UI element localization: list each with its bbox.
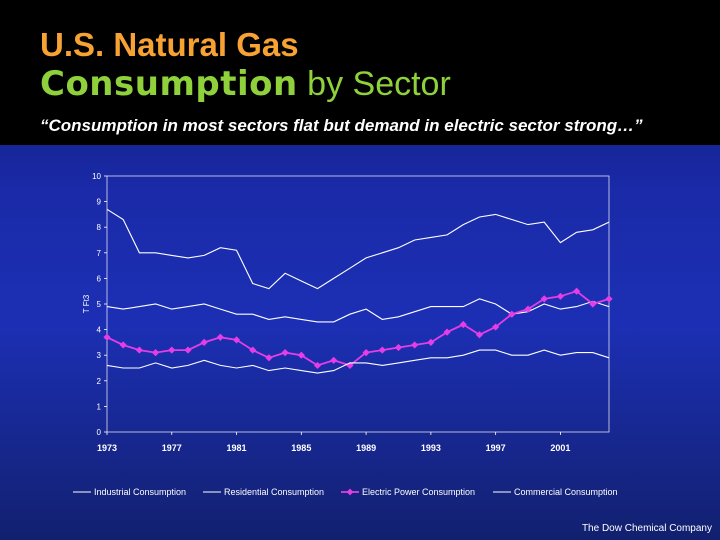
y-axis-label: T Ft3 [82,294,91,313]
legend-entry: Residential Consumption [224,487,324,497]
y-tick-label: 2 [97,377,102,386]
legend-marker [346,488,354,496]
data-point-electric-power-consumption [151,349,160,357]
data-point-electric-power-consumption [443,328,451,336]
title-line-2-bold: Consumption [40,64,298,104]
data-point-electric-power-consumption [573,287,581,295]
data-point-electric-power-consumption [540,295,548,303]
data-point-electric-power-consumption [216,333,224,341]
x-tick-label: 1977 [162,443,182,453]
data-point-electric-power-consumption [184,346,192,354]
title-line-2-rest: by Sector [307,65,451,103]
legend-entry: Electric Power Consumption [362,487,475,497]
data-point-electric-power-consumption [313,361,322,370]
data-point-electric-power-consumption [411,341,419,349]
data-point-electric-power-consumption [475,331,484,339]
data-point-electric-power-consumption [394,343,403,352]
title-line-2: Consumption by Sector [40,64,451,104]
x-tick-label: 1993 [421,443,441,453]
data-point-electric-power-consumption [232,336,241,344]
data-point-electric-power-consumption [265,354,273,362]
data-point-electric-power-consumption [297,351,305,359]
plot-area [106,175,610,433]
x-tick-group: 1973 1977 1981 1985 1989 1993 1997 2001 [97,432,570,453]
data-point-electric-power-consumption [427,338,435,346]
data-point-electric-power-consumption [330,356,338,364]
data-point-electric-power-consumption [168,346,176,354]
data-point-electric-power-consumption [281,349,289,357]
y-tick-label: 10 [92,172,101,181]
legend: Industrial Consumption Residential Consum… [73,487,618,497]
data-point-electric-power-consumption [459,320,467,329]
x-tick-label: 1997 [486,443,506,453]
y-tick-label: 5 [97,300,102,309]
y-tick-label: 6 [97,274,102,283]
data-point-electric-power-consumption [524,305,532,313]
x-tick-label: 2001 [550,443,570,453]
title-line-1: U.S. Natural Gas [40,26,299,63]
y-tick-label: 4 [97,326,102,335]
x-tick-label: 1985 [291,443,311,453]
slide-header: U.S. Natural Gas Consumption by Sector “… [0,0,720,145]
y-tick-label: 7 [97,249,102,258]
y-tick-label: 8 [97,223,102,232]
x-tick-label: 1981 [227,443,247,453]
y-tick-label: 0 [97,428,102,437]
series-group [103,208,613,374]
data-point-electric-power-consumption [589,300,597,308]
data-point-electric-power-consumption [556,292,565,300]
legend-entry: Commercial Consumption [514,487,618,497]
data-point-electric-power-consumption [362,349,370,357]
data-point-electric-power-consumption [135,346,143,354]
data-point-electric-power-consumption [605,295,613,303]
legend-entry: Industrial Consumption [94,487,186,497]
data-point-electric-power-consumption [119,341,127,349]
series-line-commercial-consumption [106,349,610,374]
y-tick-group: 0 1 2 3 4 5 6 7 8 9 10 [92,172,107,437]
company-credit: The Dow Chemical Company [581,523,712,534]
x-tick-label: 1973 [97,443,117,453]
data-point-electric-power-consumption [492,323,500,331]
data-point-electric-power-consumption [200,338,208,346]
data-point-electric-power-consumption [103,333,111,341]
data-point-electric-power-consumption [508,310,516,318]
y-tick-label: 1 [97,402,102,411]
series-line-residential-consumption [106,298,610,323]
y-tick-label: 3 [97,351,102,360]
y-tick-label: 9 [97,198,102,207]
series-line-industrial-consumption [106,208,610,290]
data-point-electric-power-consumption [249,346,257,354]
data-point-electric-power-consumption [378,346,386,354]
subtitle: “Consumption in most sectors flat but de… [40,116,643,135]
x-tick-label: 1989 [356,443,376,453]
series-line-electric-power-consumption [106,290,610,367]
